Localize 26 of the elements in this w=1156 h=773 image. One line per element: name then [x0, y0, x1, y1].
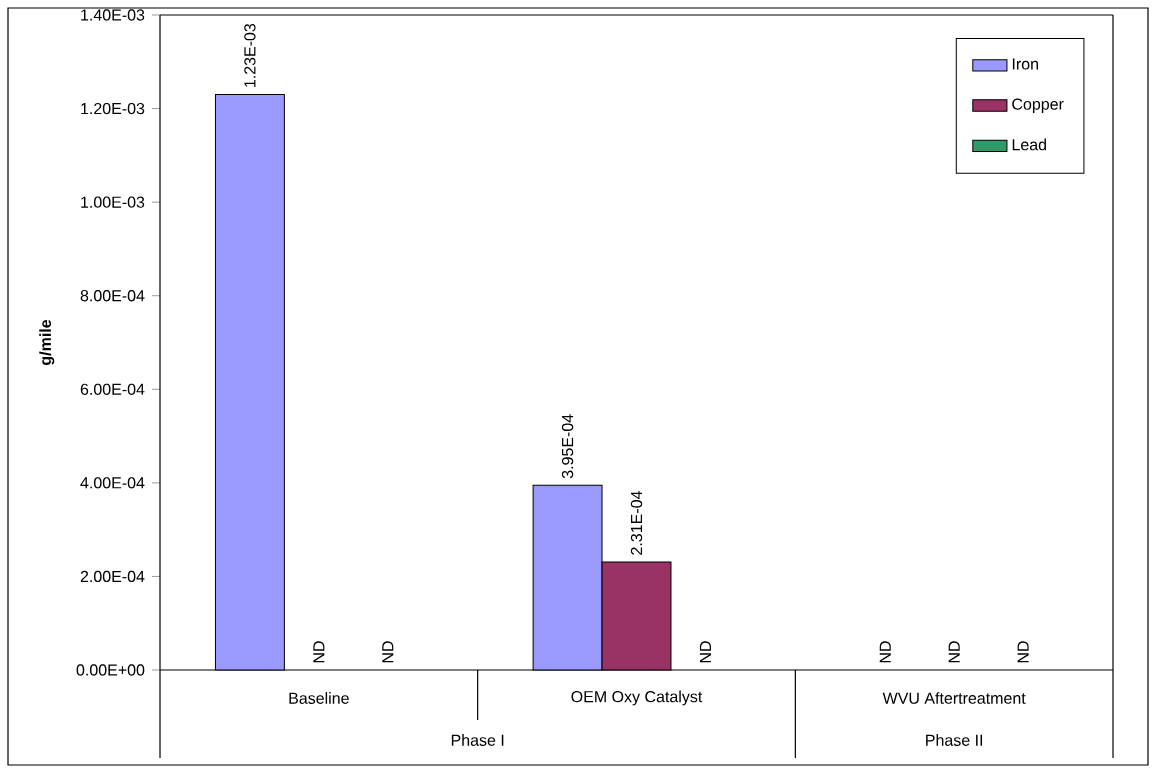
data-label: 1.23E-03	[244, 23, 256, 87]
text: ND	[382, 641, 394, 663]
legend-label: Copper	[1012, 98, 1064, 113]
y-tick-label: 6.00E-04	[80, 383, 145, 395]
data-label: 3.95E-04	[561, 414, 574, 479]
y-tick-label: 1.00E-03	[81, 196, 145, 208]
y-tick-label: 0.00E+00	[76, 664, 145, 676]
y-tick-label: 2.00E-04	[80, 570, 145, 583]
text: ND	[1017, 641, 1029, 663]
legend-label: Lead	[1012, 138, 1046, 151]
text: ND	[948, 641, 960, 663]
x-tick-label: Baseline	[289, 692, 349, 704]
legend-label: Iron	[1012, 58, 1038, 70]
text: ND	[879, 641, 891, 663]
text: Phase II	[926, 734, 983, 746]
x-tick-label: OEM Oxy Catalyst	[571, 690, 703, 706]
text: ND	[699, 641, 711, 663]
text: ND	[313, 641, 325, 663]
y-tick-label: 1.20E-03	[81, 102, 145, 115]
x-tick-label: WVU Aftertreatment	[882, 692, 1026, 704]
y-axis-title: g/mile	[39, 319, 55, 365]
data-label: 2.31E-04	[630, 491, 643, 555]
y-tick-label: 1.40E-03	[81, 9, 145, 21]
y-tick-label: 4.00E-04	[80, 477, 145, 489]
text: Phase I	[451, 734, 504, 746]
y-tick-label: 8.00E-04	[80, 290, 145, 302]
